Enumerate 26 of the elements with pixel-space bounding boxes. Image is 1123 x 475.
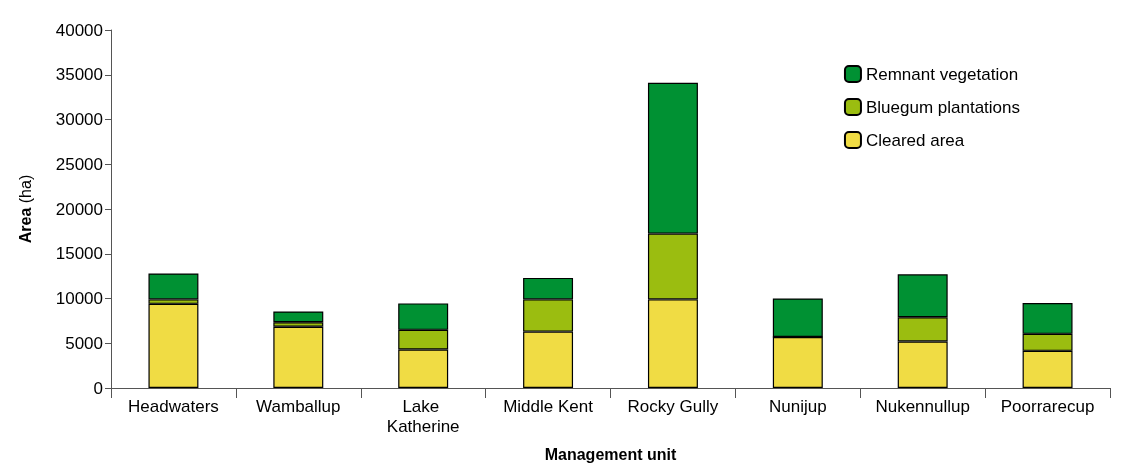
y-tick-label: 30000: [55, 110, 103, 129]
bar: [148, 303, 199, 388]
legend-label: Cleared area: [865, 130, 965, 150]
y-axis-title: Area (ha): [16, 174, 34, 244]
bar: [148, 273, 199, 300]
y-tick-label: 10000: [55, 289, 103, 308]
bar: [273, 326, 324, 388]
x-tick-label: Middle Kent: [503, 396, 594, 416]
x-axis-title: Management unit: [544, 445, 677, 463]
x-tick-label: Wamballup: [256, 396, 341, 416]
x-tick-label: Lake Katherine: [386, 396, 460, 436]
y-tick-label: 40000: [55, 20, 103, 40]
x-tick-label: Nunijup: [768, 396, 827, 416]
x-tick-label: Headwaters: [128, 396, 219, 416]
legend-label: Bluegum plantations: [865, 97, 1020, 117]
x-tick-label: Poorrarecup: [1000, 396, 1095, 416]
legend-label: Remnant vegetation: [865, 64, 1019, 84]
x-tick-label: Nukennullup: [875, 396, 970, 416]
y-tick-label: 15000: [55, 244, 103, 264]
y-tick-label: 0: [93, 378, 103, 398]
y-tick-label: 35000: [55, 65, 103, 85]
x-tick-label: Rocky Gully: [627, 396, 719, 416]
bar: [273, 311, 324, 323]
y-tick-label: 25000: [55, 154, 103, 174]
y-tick-label: 5000: [65, 333, 103, 353]
y-tick-label: 20000: [55, 199, 103, 219]
